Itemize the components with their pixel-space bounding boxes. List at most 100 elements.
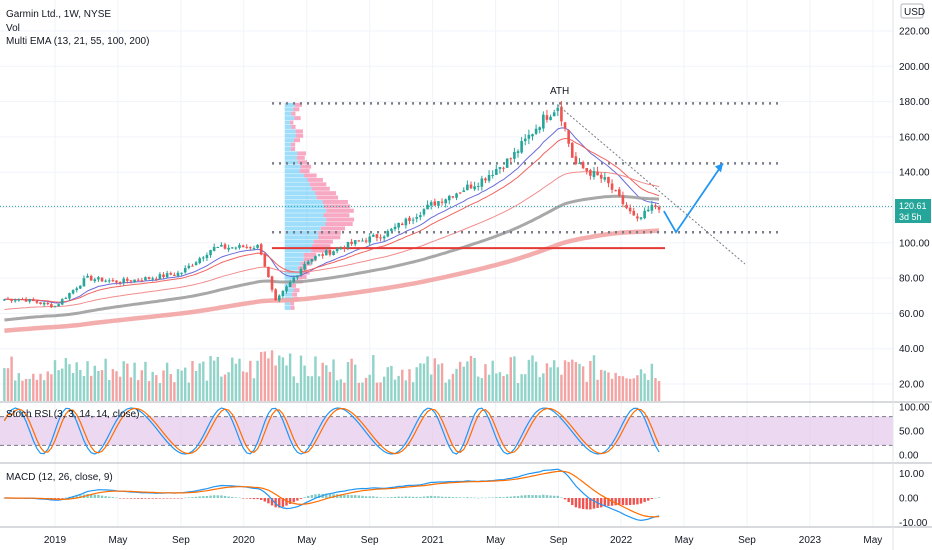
macd-histogram-bar: [75, 495, 78, 498]
time-tick-label: May: [863, 535, 882, 546]
macd-histogram-bar: [176, 498, 180, 499]
macd-histogram-bar: [600, 498, 603, 508]
volume-bar: [578, 363, 581, 401]
macd-legend: MACD (12, 26, close, 9): [6, 472, 113, 483]
volume-bar: [545, 363, 549, 401]
volume-profile-bar: [293, 138, 301, 143]
candle-body: [292, 277, 296, 282]
candle-body: [245, 246, 249, 248]
macd-histogram-bar: [307, 495, 310, 498]
volume-profile-bar: [311, 248, 329, 253]
volume-bar: [267, 358, 270, 401]
volume-bar: [495, 373, 498, 401]
volume-bar: [379, 382, 382, 401]
projection-arrow-head: [715, 163, 723, 173]
volume-profile-bar: [293, 107, 300, 112]
currency-box[interactable]: [900, 3, 924, 19]
candle-body: [89, 275, 93, 281]
volume-profile-bar: [296, 155, 305, 160]
price-tick-label: 100.00: [899, 238, 930, 249]
volume-bar: [263, 351, 267, 401]
candle-body: [437, 201, 440, 206]
macd-histogram-bar: [115, 497, 118, 499]
candle-body: [632, 210, 636, 216]
macd-histogram-bar: [194, 496, 198, 498]
volume-profile-bar: [284, 292, 293, 297]
volume-bar: [281, 357, 285, 401]
candle-body: [3, 299, 6, 301]
volume-bar: [259, 351, 263, 401]
candle-body: [538, 127, 542, 130]
volume-bar: [165, 362, 169, 401]
macd-histogram-bar: [607, 498, 610, 506]
macd-histogram-bar: [296, 498, 299, 501]
volume-bar: [118, 376, 122, 401]
macd-histogram-bar: [238, 497, 241, 499]
candle-body: [491, 174, 494, 176]
macd-histogram-bar: [108, 496, 111, 498]
volume-profile-bar: [307, 177, 323, 182]
macd-histogram-bar: [180, 498, 183, 499]
macd-tick-label: -10.00: [899, 518, 928, 529]
volume-profile-bar: [284, 199, 323, 204]
volume-bar: [89, 375, 93, 401]
macd-histogram-bar: [408, 496, 411, 498]
candle-body: [238, 245, 241, 248]
candle-body: [415, 217, 419, 219]
macd-histogram-bar: [560, 497, 563, 498]
price-tick-label: 40.00: [899, 344, 924, 355]
volume-profile-bar: [284, 252, 304, 257]
volume-profile-bar: [284, 266, 299, 271]
candle-body: [621, 195, 625, 205]
candle-body: [314, 256, 317, 260]
volume-bar: [216, 356, 219, 401]
candle-body: [57, 304, 60, 307]
macd-histogram-bar: [343, 494, 346, 498]
volume-bars: [3, 350, 661, 401]
volume-bar: [509, 357, 512, 401]
volume-bar: [560, 374, 563, 401]
volume-bar: [158, 382, 162, 401]
volume-profile-bar: [298, 266, 308, 271]
macd-line: [4, 468, 660, 522]
volume-profile-bar: [303, 257, 317, 262]
volume-bar: [603, 370, 607, 401]
candle-body: [447, 195, 451, 201]
volume-bar: [57, 370, 60, 401]
volume-bar: [531, 355, 534, 401]
macd-histogram-bar: [256, 498, 259, 500]
candle-body: [241, 245, 245, 248]
volume-bar: [32, 373, 35, 401]
volume-bar: [104, 358, 107, 401]
volume-bar: [249, 360, 252, 401]
candle-body: [585, 168, 589, 172]
macd-histogram-bar: [209, 495, 212, 498]
volume-profile-bar: [290, 305, 295, 310]
candle-body: [6, 298, 10, 300]
macd-histogram-bar: [574, 498, 578, 508]
candle-body: [28, 299, 31, 302]
volume-profile-bar: [313, 239, 333, 244]
candle-body: [97, 277, 100, 280]
volume-bar: [115, 371, 118, 401]
candle-body: [324, 250, 328, 256]
candle-body: [390, 228, 393, 231]
candle-body: [596, 171, 599, 176]
volume-bar: [618, 375, 621, 401]
macd-histogram-bar: [245, 498, 248, 499]
volume-profile-bar: [284, 244, 313, 249]
macd-histogram-bar: [538, 495, 541, 498]
volume-bar: [610, 378, 614, 401]
volume-profile-bar: [284, 191, 316, 196]
macd-histogram-bar: [223, 495, 227, 498]
candle-body: [100, 277, 104, 282]
candle-body: [375, 234, 379, 238]
candle-body: [650, 204, 654, 211]
volume-bar: [310, 376, 314, 401]
candle-body: [205, 254, 209, 258]
macd-histogram-bar: [527, 494, 531, 498]
macd-histogram-bar: [636, 498, 639, 505]
stoch-d-line: [3, 407, 660, 455]
macd-histogram-bar: [509, 496, 512, 498]
